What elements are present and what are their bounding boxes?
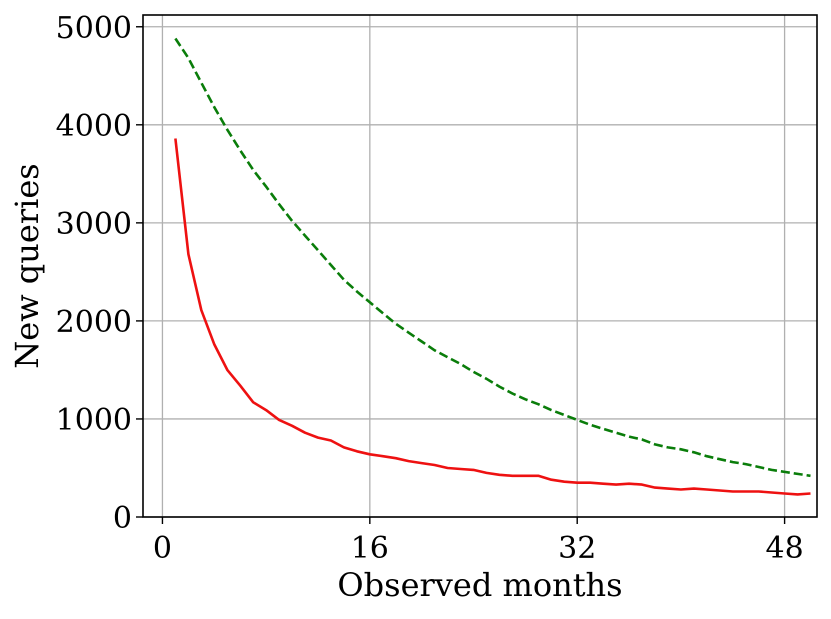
series-layer (174, 37, 811, 496)
y-tick-label: 5000 (56, 11, 132, 46)
x-axis-label: Observed months (337, 566, 622, 604)
y-axis-label: New queries (8, 163, 46, 368)
tick-marks (136, 26, 786, 524)
x-tick-label: 48 (766, 531, 804, 566)
plot-frame (142, 14, 818, 518)
x-tick-label: 0 (153, 531, 172, 566)
x-tick-label: 16 (351, 531, 389, 566)
y-tick-label: 1000 (56, 403, 132, 438)
series-line-2 (174, 37, 811, 478)
y-tick-label: 0 (113, 501, 132, 536)
tick-labels: 0 16 32 48 0 1000 2000 3000 4000 5000 (56, 11, 804, 566)
series-line-1 (174, 138, 811, 496)
y-tick-label: 3000 (56, 207, 132, 242)
y-tick-label: 2000 (56, 305, 132, 340)
y-tick-label: 4000 (56, 109, 132, 144)
grid-lines (143, 15, 817, 518)
x-tick-label: 32 (558, 531, 596, 566)
